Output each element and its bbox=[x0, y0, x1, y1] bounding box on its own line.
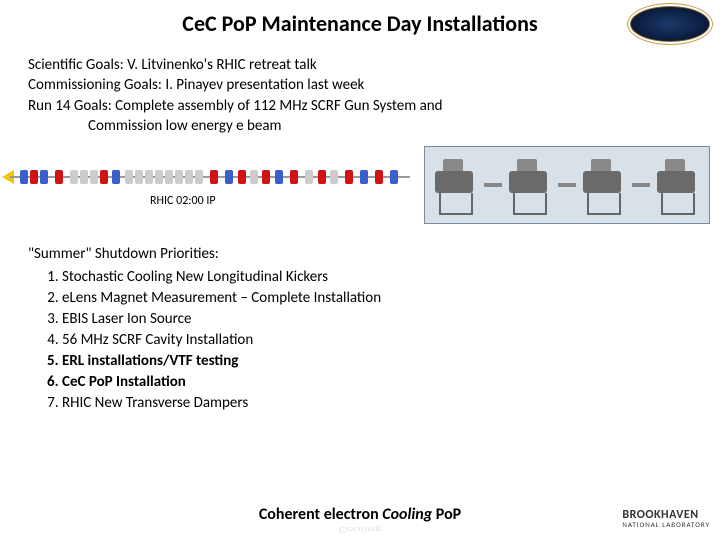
beamline-component bbox=[90, 170, 98, 184]
footer-title: Coherent electron Cooling PoP bbox=[0, 505, 720, 524]
beamline-component bbox=[30, 170, 38, 184]
priorities-heading: "Summer" Shutdown Priorities: bbox=[28, 244, 720, 265]
beamline-component bbox=[275, 170, 283, 184]
footer-reflection: Cooling bbox=[0, 524, 720, 534]
beamline-component bbox=[100, 170, 108, 184]
priority-item: RHIC New Transverse Dampers bbox=[62, 393, 720, 414]
beamline-component bbox=[330, 170, 338, 184]
priorities-block: "Summer" Shutdown Priorities: Stochastic… bbox=[28, 244, 720, 414]
beamline-component bbox=[390, 170, 398, 184]
brookhaven-logo-line2: NATIONAL LABORATORY bbox=[622, 521, 710, 528]
goals-block: Scientific Goals: V. Litvinenko's RHIC r… bbox=[28, 55, 720, 136]
beamline-component bbox=[80, 170, 88, 184]
beamline-component bbox=[135, 170, 143, 184]
beamline-component bbox=[375, 170, 383, 184]
equipment-pipe bbox=[558, 183, 576, 187]
beamline-component bbox=[70, 170, 78, 184]
equipment-pipe bbox=[484, 183, 502, 187]
beamline-component bbox=[165, 170, 173, 184]
beamline-component bbox=[185, 170, 193, 184]
equipment-pipe bbox=[632, 183, 650, 187]
beamline-component bbox=[360, 170, 368, 184]
beamline-component bbox=[175, 170, 183, 184]
footer-part2: Cooling bbox=[382, 505, 432, 524]
goal-run14-b: Commission low energy e beam bbox=[28, 116, 720, 136]
goal-run14-a: Run 14 Goals: Complete assembly of 112 M… bbox=[28, 96, 720, 116]
beamline-component bbox=[290, 170, 298, 184]
beamline-component bbox=[225, 170, 233, 184]
beamline-component bbox=[345, 170, 353, 184]
priority-item: CeC PoP Installation bbox=[62, 372, 720, 393]
beamline-component bbox=[112, 170, 120, 184]
beamline-component bbox=[20, 170, 28, 184]
priorities-list: Stochastic Cooling New Longitudinal Kick… bbox=[62, 267, 720, 414]
priority-item: 56 MHz SCRF Cavity Installation bbox=[62, 330, 720, 351]
footer-part1: Coherent electron bbox=[259, 505, 382, 524]
equipment-machine bbox=[431, 155, 481, 215]
beamline-component bbox=[55, 170, 63, 184]
brookhaven-logo: BROOKHAVEN NATIONAL LABORATORY bbox=[622, 509, 710, 528]
beamline-label: RHIC 02:00 IP bbox=[150, 194, 216, 208]
goal-commissioning: Commissioning Goals: I. Pinayev presenta… bbox=[28, 75, 720, 95]
equipment-machine bbox=[653, 155, 703, 215]
priority-item: EBIS Laser Ion Source bbox=[62, 309, 720, 330]
beamline-component bbox=[318, 170, 326, 184]
nuclear-physics-logo bbox=[630, 6, 710, 42]
priority-item: eLens Magnet Measurement – Complete Inst… bbox=[62, 288, 720, 309]
beamline-component bbox=[250, 170, 258, 184]
footer-part3: PoP bbox=[432, 505, 461, 524]
beamline-component bbox=[40, 170, 48, 184]
beamline-component bbox=[155, 170, 163, 184]
beamline-component bbox=[238, 170, 246, 184]
beamline-component bbox=[305, 170, 313, 184]
beamline-component bbox=[262, 170, 270, 184]
beamline-component bbox=[125, 170, 133, 184]
beamline-diagram: RHIC 02:00 IP bbox=[0, 146, 720, 226]
goal-scientific: Scientific Goals: V. Litvinenko's RHIC r… bbox=[28, 55, 720, 75]
priority-item: ERL installations/VTF testing bbox=[62, 351, 720, 372]
beamline-component bbox=[145, 170, 153, 184]
equipment-machine bbox=[505, 155, 555, 215]
beamline-component bbox=[210, 170, 218, 184]
equipment-machine bbox=[579, 155, 629, 215]
priority-item: Stochastic Cooling New Longitudinal Kick… bbox=[62, 267, 720, 288]
slide-title: CeC PoP Maintenance Day Installations bbox=[0, 0, 720, 37]
beamline-component bbox=[195, 170, 203, 184]
equipment-box bbox=[424, 146, 710, 224]
